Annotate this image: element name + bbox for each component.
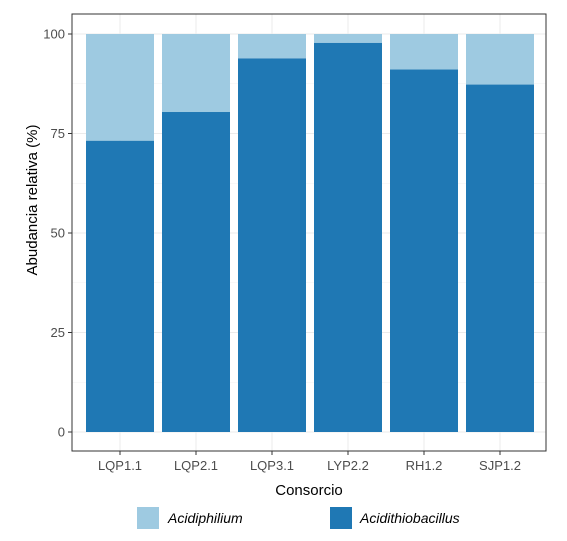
y-tick-label: 100	[43, 27, 65, 42]
y-tick-label: 50	[51, 226, 65, 241]
legend-swatch-acidiphilium	[137, 507, 159, 529]
legend: Acidiphilium Acidithiobacillus	[137, 507, 460, 529]
y-tick-label: 75	[51, 126, 65, 141]
x-tick-label: LQP3.1	[250, 458, 294, 473]
x-axis-title: Consorcio	[275, 482, 343, 499]
bar-acidithiobacillus-lyp2-2	[314, 42, 382, 432]
x-tick-label: RH1.2	[406, 458, 443, 473]
y-axis-title: Abudancia relativa (%)	[24, 125, 41, 276]
y-axis: 0 25 50 75 100	[43, 27, 72, 440]
bar-acidiphilium-lqp2-1	[162, 34, 230, 113]
x-tick-label: LQP1.1	[98, 458, 142, 473]
legend-label-acidiphilium: Acidiphilium	[167, 510, 243, 526]
x-tick-label: SJP1.2	[479, 458, 521, 473]
x-tick-label: LQP2.1	[174, 458, 218, 473]
bar-acidiphilium-sjp1-2	[466, 34, 534, 85]
bar-acidithiobacillus-sjp1-2	[466, 84, 534, 433]
bars-layer	[86, 34, 534, 433]
legend-label-acidithiobacillus: Acidithiobacillus	[359, 510, 460, 526]
bar-acidiphilium-lqp1-1	[86, 34, 154, 141]
bar-acidithiobacillus-lqp3-1	[238, 58, 306, 432]
bar-acidithiobacillus-lqp1-1	[86, 140, 154, 432]
bar-acidiphilium-lqp3-1	[238, 34, 306, 59]
x-tick-label: LYP2.2	[327, 458, 369, 473]
bar-acidiphilium-rh1-2	[390, 34, 458, 70]
legend-swatch-acidithiobacillus	[330, 507, 352, 529]
x-axis: LQP1.1 LQP2.1 LQP3.1 LYP2.2 RH1.2 SJP1.2	[98, 451, 521, 473]
bar-acidiphilium-lyp2-2	[314, 34, 382, 43]
bar-acidithiobacillus-lqp2-1	[162, 112, 230, 433]
bar-acidithiobacillus-rh1-2	[390, 69, 458, 432]
y-tick-label: 25	[51, 325, 65, 340]
y-tick-label: 0	[58, 425, 65, 440]
